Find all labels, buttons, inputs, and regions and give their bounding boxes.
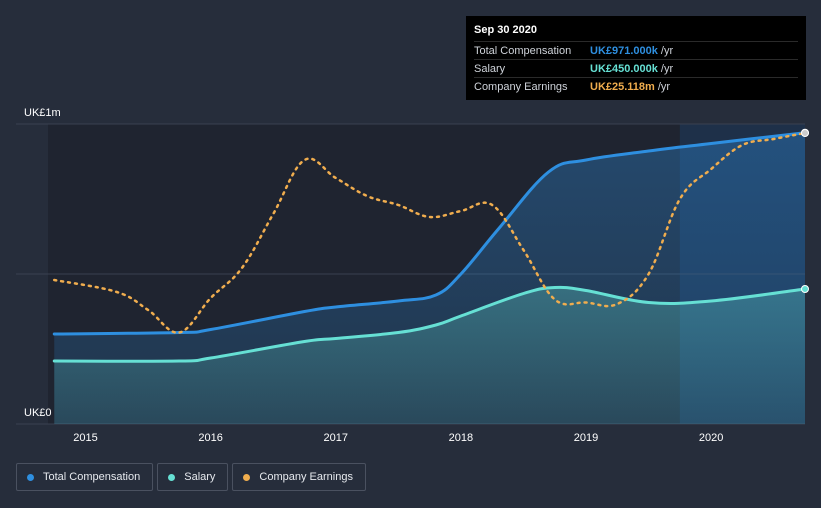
series-endpoint-salary[interactable] — [801, 285, 809, 293]
legend-item-salary[interactable]: Salary — [157, 463, 229, 491]
tooltip: Sep 30 2020 Total Compensation UK£971.00… — [466, 16, 806, 100]
legend: Total Compensation Salary Company Earnin… — [16, 463, 366, 491]
tooltip-value: UK£971.000k — [590, 44, 658, 57]
x-tick-label: 2018 — [449, 432, 473, 444]
tooltip-title: Sep 30 2020 — [474, 24, 537, 36]
y-axis-min-label: UK£0 — [24, 407, 52, 419]
legend-dot-icon — [27, 473, 34, 481]
legend-dot-icon — [168, 473, 176, 481]
x-axis-ticks: 2015 2016 2017 2018 2019 2020 — [73, 432, 723, 444]
tooltip-row-earnings: Company Earnings UK£25.118m /yr — [474, 77, 798, 95]
legend-dot-icon — [243, 473, 251, 481]
legend-item-company-earnings[interactable]: Company Earnings — [232, 463, 366, 491]
tooltip-unit: /yr — [660, 44, 674, 57]
legend-item-total-compensation[interactable]: Total Compensation — [16, 463, 154, 491]
tooltip-unit: /yr — [657, 80, 671, 93]
tooltip-label: Company Earnings — [474, 80, 568, 93]
y-axis-max-label: UK£1m — [24, 107, 61, 119]
series-line-salary[interactable] — [52, 285, 807, 363]
x-tick-label: 2020 — [699, 432, 723, 444]
series-line-total[interactable] — [52, 131, 807, 336]
x-tick-label: 2019 — [574, 432, 598, 444]
x-tick-label: 2017 — [324, 432, 348, 444]
tooltip-value: UK£25.118m — [590, 80, 655, 93]
tooltip-label: Total Compensation — [474, 44, 572, 57]
legend-label: Total Compensation — [43, 471, 141, 483]
legend-label: Company Earnings — [259, 471, 353, 483]
series-line-earnings[interactable] — [53, 131, 807, 334]
tooltip-row-salary: Salary UK£450.000k /yr — [474, 59, 798, 77]
series-endpoint-earnings[interactable] — [801, 129, 809, 137]
series-area-salary — [54, 287, 805, 424]
tooltip-unit: /yr — [660, 62, 674, 75]
tooltip-value: UK£450.000k — [590, 62, 658, 75]
series-layer — [52, 128, 809, 424]
tooltip-row-total: Total Compensation UK£971.000k /yr — [474, 41, 798, 59]
x-tick-label: 2016 — [198, 432, 222, 444]
tooltip-label: Salary — [474, 62, 506, 75]
x-tick-label: 2015 — [73, 432, 97, 444]
legend-label: Salary — [184, 471, 216, 483]
